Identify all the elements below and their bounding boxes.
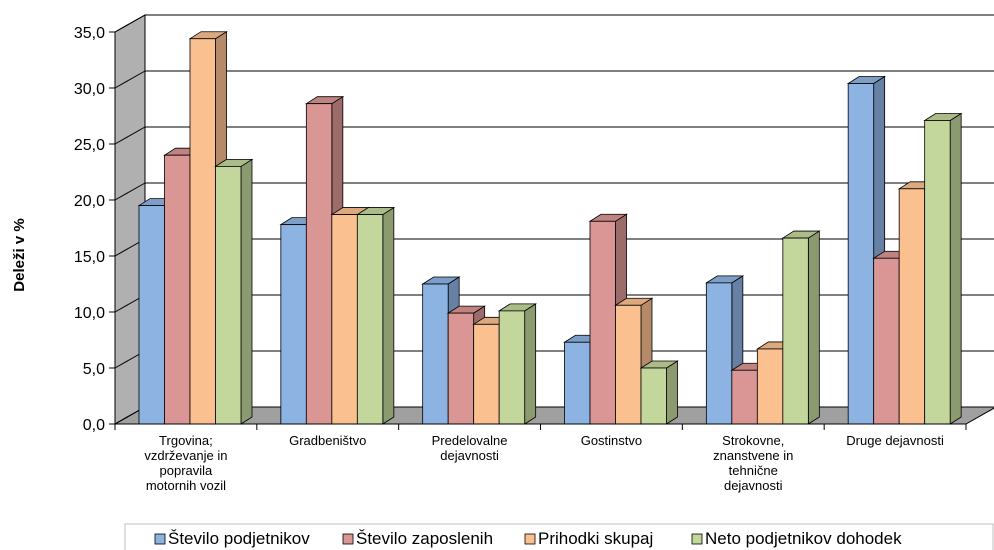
bar-side-face <box>666 360 678 425</box>
bar-side-face <box>382 206 395 425</box>
y-tick-label: 10,0 <box>74 305 105 322</box>
bar-front-face <box>756 348 784 425</box>
legend-label: Neto podjetnikov dohodek <box>705 529 902 548</box>
y-tick-label: 25,0 <box>74 137 105 154</box>
bar-front-face <box>564 341 591 425</box>
bar <box>355 206 396 425</box>
legend-swatch <box>154 533 166 545</box>
y-tick-label: 20,0 <box>74 193 105 210</box>
bar-front-face <box>924 120 951 425</box>
gridline-side <box>114 70 146 89</box>
x-tick-label-line: vzdrževanje in <box>144 448 227 463</box>
x-tick-label-line: motornih vozil <box>146 478 226 493</box>
bar-front-face <box>215 165 242 425</box>
gridline-side <box>114 126 146 145</box>
bar-front-face <box>164 154 191 425</box>
gridline-side <box>114 182 146 201</box>
bar <box>497 303 538 425</box>
bar-front-face <box>331 214 358 425</box>
legend-swatch <box>524 533 536 545</box>
bar-front-face <box>473 323 500 425</box>
y-tick-label: 30,0 <box>74 81 105 98</box>
x-tick-label: Gostinstvo <box>581 433 642 448</box>
x-tick-label-line: dejavnosti <box>724 478 783 493</box>
bar-front-face <box>189 38 216 425</box>
bar-front-face <box>847 83 875 425</box>
bar-front-face <box>615 304 642 425</box>
x-tick-label-line: Gradbeništvo <box>289 433 366 448</box>
bar-side-face <box>807 230 820 425</box>
x-tick-label-line: Druge dejavnosti <box>846 433 944 448</box>
x-tick-label-line: tehnične <box>729 463 778 478</box>
legend-swatch <box>342 533 354 545</box>
bar <box>214 158 254 425</box>
bar-front-face <box>873 257 900 425</box>
x-tick-label: Druge dejavnosti <box>846 433 944 448</box>
bar-front-face <box>422 283 449 425</box>
bar-front-face <box>280 224 307 425</box>
x-tick-label-line: znanstvene in <box>713 448 793 463</box>
bar <box>781 230 821 425</box>
y-tick-label: 35,0 <box>74 25 105 42</box>
legend-label: Število podjetnikov <box>168 529 310 548</box>
x-tick-label-line: Predelovalne <box>432 433 508 448</box>
bar-front-face <box>138 205 165 425</box>
bar-side-face <box>240 158 253 425</box>
bar-side-face <box>524 303 537 425</box>
x-tick-label: Trgovina; vzdrževanje in popravila motornih… <box>144 433 227 493</box>
legend-swatch <box>691 533 703 545</box>
y-tick-label: 5,0 <box>83 361 105 378</box>
x-tick-label-line: dejavnosti <box>440 448 499 463</box>
bar <box>639 360 679 425</box>
x-tick-label-line: Gostinstvo <box>581 433 642 448</box>
y-axis-label: Deleži v % <box>11 218 28 291</box>
legend-label: Prihodki skupaj <box>538 529 653 548</box>
bar-front-face <box>640 367 667 425</box>
bar <box>923 112 963 425</box>
gridline-side <box>114 14 146 33</box>
x-tick-label-line: Trgovina; <box>159 433 213 448</box>
y-tick-label: 0,0 <box>83 417 105 434</box>
legend-box <box>124 523 994 550</box>
bar-front-face <box>498 310 526 425</box>
bar <box>897 181 938 425</box>
x-tick-label: Strokovne, znanstvene in tehnične dejavnost… <box>713 433 793 493</box>
bar-front-face <box>305 103 333 425</box>
bar-front-face <box>447 312 475 425</box>
x-tick-label: Predelovalne dejavnosti <box>432 433 508 463</box>
x-tick-label-line: Strokovne, <box>722 433 784 448</box>
bar-front-face <box>356 214 384 425</box>
bar-side-face <box>949 112 962 425</box>
bar-front-face <box>731 369 758 425</box>
x-tick-label: Gradbeništvo <box>289 433 366 448</box>
y-tick-label: 15,0 <box>74 249 105 266</box>
bar-front-face <box>589 220 616 425</box>
legend-label: Število zaposlenih <box>356 529 493 548</box>
bar-front-face <box>705 282 733 425</box>
bar-front-face <box>898 188 926 425</box>
bar-front-face <box>782 237 809 425</box>
x-tick-label-line: popravila <box>160 463 214 478</box>
